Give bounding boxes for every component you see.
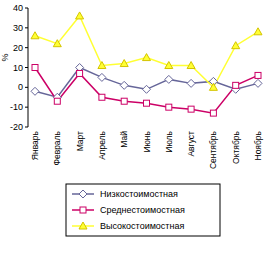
point <box>143 85 151 93</box>
plot-area <box>31 12 262 116</box>
point <box>165 62 173 69</box>
point <box>98 73 106 81</box>
point <box>188 106 194 112</box>
y-tick-label: 30 <box>13 23 23 33</box>
point <box>187 79 195 87</box>
legend-label: Среднестоимостная <box>100 205 185 215</box>
point <box>76 12 84 19</box>
x-tick-label: Октябрь <box>231 130 241 164</box>
point <box>32 65 38 71</box>
point <box>120 81 128 89</box>
y-tick <box>25 67 28 68</box>
point <box>255 72 261 78</box>
point <box>143 54 151 61</box>
y-tick-label: 20 <box>13 43 23 53</box>
legend-label: Низкостоимостная <box>100 189 178 199</box>
point <box>165 75 173 83</box>
point <box>121 98 127 104</box>
y-tick-label: -10 <box>10 102 23 112</box>
point <box>77 70 83 76</box>
y-tick-label: 0 <box>18 82 23 92</box>
y-tick <box>25 127 28 128</box>
point <box>254 79 262 87</box>
chart: -20 -10 0 10 20 30 40% Январь Февраль Март Апрель М… <box>0 0 270 258</box>
point <box>31 32 39 39</box>
point <box>187 62 195 69</box>
x-tick-label: Май <box>119 131 129 148</box>
legend-marker <box>79 222 87 229</box>
y-tick <box>25 8 28 9</box>
series-line <box>35 16 258 87</box>
legend-marker <box>79 190 87 198</box>
x-tick-label: Март <box>75 131 85 151</box>
y-tick-label: 40 <box>13 3 23 13</box>
point <box>254 28 262 35</box>
x-tick-label: Август <box>186 131 196 157</box>
y-tick <box>25 47 28 48</box>
legend-label: Высокостоимостная <box>100 221 184 231</box>
y-tick <box>25 87 28 88</box>
y-axis-label: % <box>0 53 10 61</box>
x-tick-label: Ноябрь <box>253 130 263 160</box>
point <box>120 60 128 67</box>
point <box>144 100 150 106</box>
x-tick-label: Июль <box>164 130 174 152</box>
point <box>209 83 217 90</box>
point <box>210 110 216 116</box>
point <box>54 98 60 104</box>
point <box>31 87 39 95</box>
point <box>53 40 61 47</box>
legend <box>66 184 220 236</box>
x-tick-label: Февраль <box>52 130 62 165</box>
point <box>233 82 239 88</box>
x-tick-label: Сентябрь <box>208 130 218 169</box>
x-tick-label: Январь <box>30 130 40 160</box>
y-tick-label: -20 <box>10 122 23 132</box>
x-tick-label: Июнь <box>142 130 152 152</box>
y-tick <box>25 107 28 108</box>
series-line <box>35 68 258 98</box>
legend-marker <box>80 207 86 213</box>
point <box>99 94 105 100</box>
x-tick-label: Апрель <box>97 130 107 159</box>
point <box>232 42 240 49</box>
y-tick-label: 10 <box>13 63 23 73</box>
series-line <box>35 68 258 114</box>
y-tick <box>25 27 28 28</box>
point <box>166 104 172 110</box>
point <box>98 62 106 69</box>
